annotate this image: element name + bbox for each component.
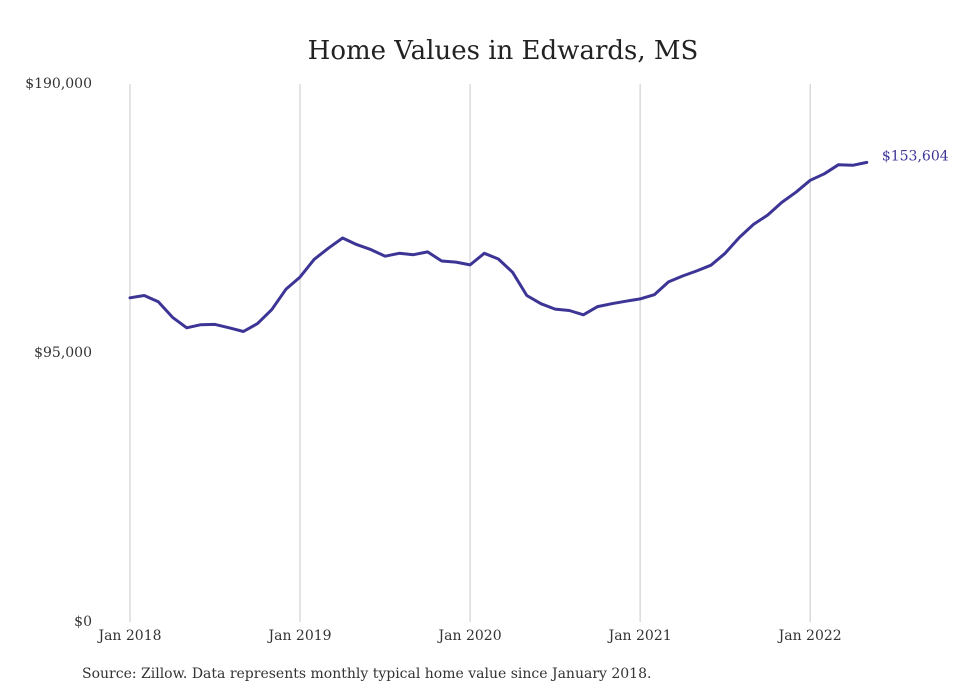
- y-tick-label: $190,000: [25, 76, 92, 92]
- x-tick-label: Jan 2022: [777, 628, 842, 644]
- end-value-label: $153,604: [882, 148, 949, 164]
- y-tick-label: $95,000: [34, 345, 92, 361]
- y-axis-ticks: $190,000 $95,000 $0: [25, 76, 92, 630]
- series-layer: $153,604: [128, 148, 949, 333]
- x-tick-label: Jan 2021: [607, 628, 672, 644]
- x-tick-label: Jan 2020: [437, 628, 502, 644]
- x-tick-label: Jan 2019: [267, 628, 332, 644]
- source-note: Source: Zillow. Data represents monthly …: [82, 666, 652, 682]
- x-axis-ticks: Jan 2018 Jan 2019 Jan 2020 Jan 2021 Jan 2022: [96, 628, 841, 644]
- gridlines: [129, 84, 811, 622]
- y-tick-label: $0: [74, 614, 92, 630]
- x-tick-label: Jan 2018: [96, 628, 161, 644]
- home-value-line: [128, 160, 869, 333]
- chart-title: Home Values in Edwards, MS: [308, 36, 699, 66]
